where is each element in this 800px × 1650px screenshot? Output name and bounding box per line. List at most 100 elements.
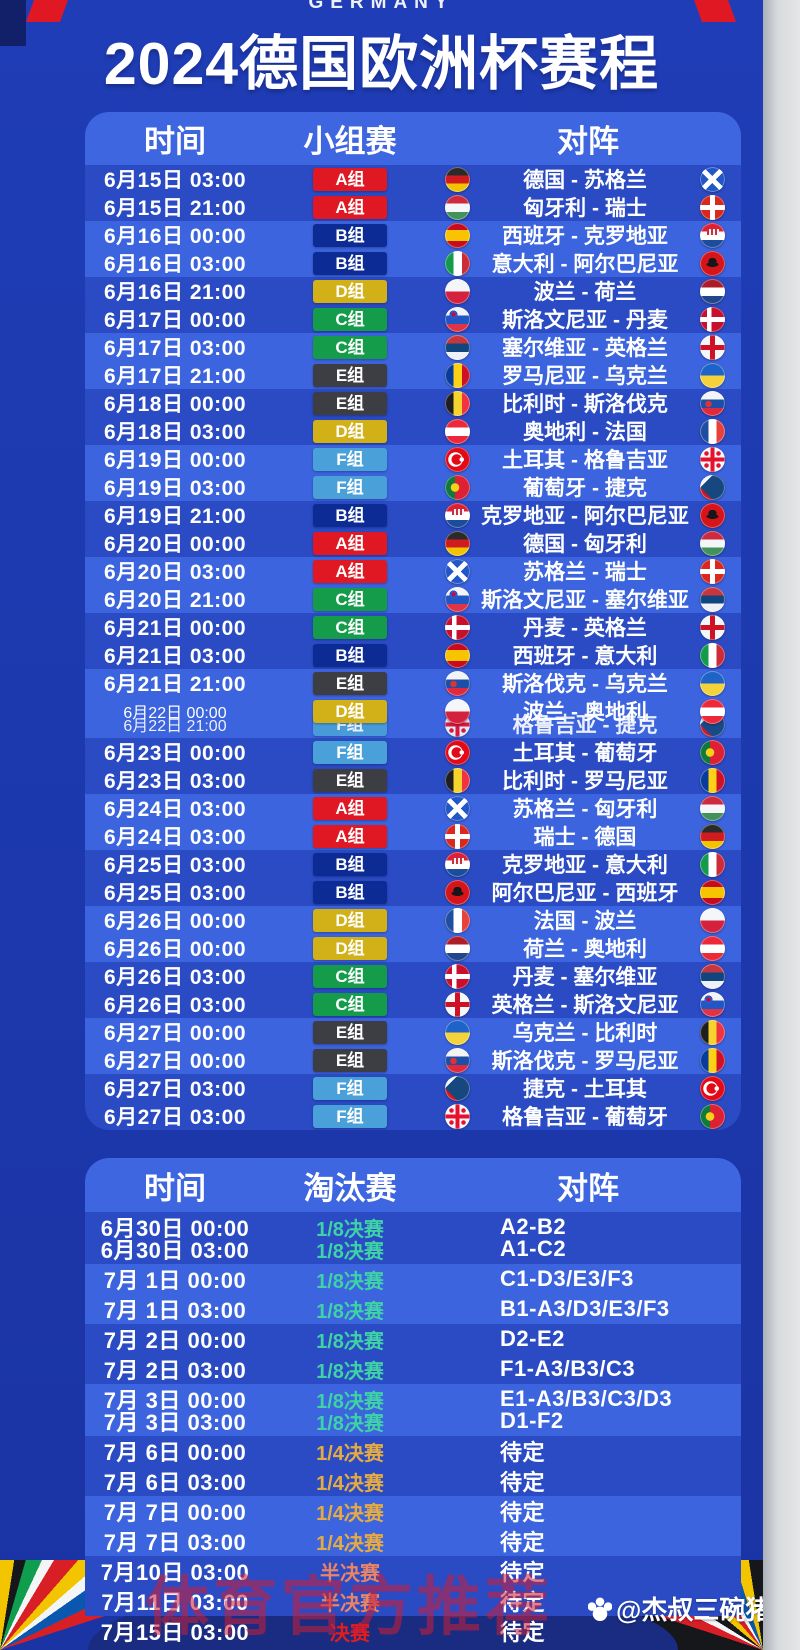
denmark-flag-icon [700, 306, 725, 332]
group-badge-cell: E组 [265, 391, 435, 415]
matchup-text: 罗马尼亚 - 乌克兰 [502, 365, 668, 388]
matchup-cell: 罗马尼亚 - 乌克兰 [435, 360, 741, 390]
group-match-row: 6月15日 03:00 A组 德国 - 苏格兰 [85, 165, 741, 193]
group-badge-cell: D组 [265, 699, 435, 723]
czech-flag-icon [445, 1075, 470, 1101]
group-badge-cell: A组 [265, 796, 435, 820]
group-match-row: 6月17日 21:00 E组 罗马尼亚 - 乌克兰 [85, 361, 741, 389]
group-badge-cell: D组 [265, 908, 435, 932]
group-match-row: 6月21日 00:00 C组 丹麦 - 英格兰 [85, 613, 741, 641]
stage-label: 1/8决赛 [316, 1330, 384, 1353]
group-match-row: 6月20日 00:00 A组 德国 - 匈牙利 [85, 529, 741, 557]
england-flag-icon [445, 991, 470, 1017]
match-time: 7月11日 03:00 [101, 1590, 249, 1615]
matchup-text: 斯洛文尼亚 - 丹麦 [502, 309, 668, 332]
knockout-row: 7月 2日 03:00 1/8决赛 F1-A3/B3/C3 [85, 1354, 741, 1384]
match-time: 6月15日 03:00 [103, 169, 247, 192]
match-time: 6月27日 03:00 [103, 1078, 247, 1101]
scotland-flag-icon [445, 795, 470, 821]
group-stage-table: 时间 小组赛 对阵 6月15日 03:00 A组 德国 - 苏格兰 6月15日 21:… [85, 112, 741, 1130]
header-time: 时间 [144, 1170, 206, 1206]
group-badge: A组 [313, 195, 387, 219]
group-match-row: 6月19日 21:00 B组 克罗地亚 - 阿尔巴尼亚 [85, 501, 741, 529]
header-group-stage: 小组赛 [303, 124, 397, 159]
knockout-row: 7月10日 03:00 半决赛 待定 [85, 1556, 741, 1586]
match-time: 7月 6日 00:00 [103, 1440, 247, 1465]
page-title: 2024德国欧洲杯赛程 [103, 31, 660, 97]
group-match-row: 6月25日 03:00 B组 阿尔巴尼亚 - 西班牙 [85, 878, 741, 906]
knockout-table-header: 时间 淘汰赛 对阵 [85, 1158, 741, 1212]
group-badge: B组 [313, 880, 387, 904]
germany-flag-icon [445, 166, 470, 192]
group-match-row: 6月25日 03:00 B组 克罗地亚 - 意大利 [85, 850, 741, 878]
match-time: 6月23日 00:00 [103, 742, 247, 765]
opponent-text: F1-A3/B3/C3 [500, 1356, 636, 1381]
group-badge: D组 [313, 419, 387, 443]
group-match-row: 6月15日 21:00 A组 匈牙利 - 瑞士 [85, 193, 741, 221]
group-badge: C组 [313, 615, 387, 639]
matchup-cell: 荷兰 - 奥地利 [435, 933, 741, 963]
matchup-text: 土耳其 - 格鲁吉亚 [502, 449, 668, 472]
group-match-row: 6月23日 00:00 F组 土耳其 - 葡萄牙 [85, 738, 741, 766]
poland-flag-icon [445, 698, 470, 724]
group-match-row: 6月27日 03:00 F组 格鲁吉亚 - 葡萄牙 [85, 1102, 741, 1130]
group-badge-cell: C组 [265, 587, 435, 611]
group-badge: E组 [313, 768, 387, 792]
match-time: 6月17日 00:00 [103, 309, 247, 332]
paw-icon [588, 1596, 612, 1621]
stage-label: 半决赛 [320, 1592, 380, 1615]
group-match-row: 6月18日 03:00 D组 奥地利 - 法国 [85, 417, 741, 445]
knockout-row: 7月 1日 00:00 1/8决赛 C1-D3/E3/F3 [85, 1264, 741, 1294]
matchup-text: 英格兰 - 斯洛文尼亚 [491, 994, 679, 1017]
group-badge: E组 [313, 363, 387, 387]
knockout-row: 6月30日 00:00 1/8决赛 A2-B2 [85, 1212, 741, 1242]
serbia-flag-icon [700, 963, 725, 989]
group-match-row: 6月23日 03:00 E组 比利时 - 罗马尼亚 [85, 766, 741, 794]
match-time: 7月15日 03:00 [100, 1620, 250, 1645]
matchup-text: 苏格兰 - 匈牙利 [512, 798, 658, 821]
match-time: 6月17日 21:00 [103, 365, 247, 388]
matchup-cell: 克罗地亚 - 阿尔巴尼亚 [435, 500, 741, 530]
matchup-text: 比利时 - 斯洛伐克 [502, 393, 668, 416]
match-time: 6月30日 00:00 [100, 1216, 250, 1241]
group-badge-cell: B组 [265, 880, 435, 904]
match-time: 6月24日 03:00 [103, 826, 247, 849]
group-match-row: 6月16日 00:00 B组 西班牙 - 克罗地亚 [85, 221, 741, 249]
stage-label: 1/4决赛 [316, 1502, 384, 1525]
serbia-flag-icon [700, 586, 725, 612]
match-time: 6月25日 03:00 [103, 882, 247, 905]
group-badge: E组 [313, 1020, 387, 1044]
slovakia-flag-icon [445, 670, 470, 696]
group-match-row: 6月19日 00:00 F组 土耳其 - 格鲁吉亚 [85, 445, 741, 473]
author-watermark-text: @杰叔三碗猪手面 [616, 1595, 763, 1625]
group-badge: A组 [313, 796, 387, 820]
stage-label: 1/4决赛 [316, 1472, 384, 1495]
knockout-row: 6月30日 03:00 1/8决赛 A1-C2 [85, 1234, 741, 1264]
spain-flag-icon [700, 879, 725, 905]
matchup-text: 苏格兰 - 瑞士 [523, 561, 647, 584]
belgium-flag-icon [445, 767, 470, 793]
group-badge-cell: D组 [265, 419, 435, 443]
turkey-flag-icon [445, 739, 470, 765]
match-time: 6月22日 00:00 [123, 705, 227, 722]
austria-flag-icon [700, 698, 725, 724]
group-badge-cell: C组 [265, 992, 435, 1016]
group-match-row: 6月16日 03:00 B组 意大利 - 阿尔巴尼亚 [85, 249, 741, 277]
matchup-text: 荷兰 - 奥地利 [523, 938, 647, 961]
knockout-row: 7月15日 03:00 决赛 待定 [85, 1616, 741, 1646]
slovenia-flag-icon [700, 991, 725, 1017]
matchup-cell: 法国 - 波兰 [435, 905, 741, 935]
germany-label: GERMANY [308, 0, 455, 13]
opponent-text: B1-A3/D3/E3/F3 [500, 1296, 670, 1321]
group-table-header: 时间 小组赛 对阵 [85, 112, 741, 165]
header-time: 时间 [144, 124, 206, 159]
opponent-text: A1-C2 [500, 1236, 567, 1261]
stage-label: 1/8决赛 [316, 1360, 384, 1383]
matchup-text: 波兰 - 荷兰 [533, 281, 637, 304]
matchup-text: 格鲁吉亚 - 捷克 [512, 714, 658, 737]
germany-flag-icon [445, 530, 470, 556]
matchup-text: 奥地利 - 法国 [523, 421, 647, 444]
opponent-text: 待定 [500, 1530, 546, 1555]
match-time: 6月17日 03:00 [103, 337, 247, 360]
group-match-row: 6月27日 00:00 E组 乌克兰 - 比利时 [85, 1018, 741, 1046]
